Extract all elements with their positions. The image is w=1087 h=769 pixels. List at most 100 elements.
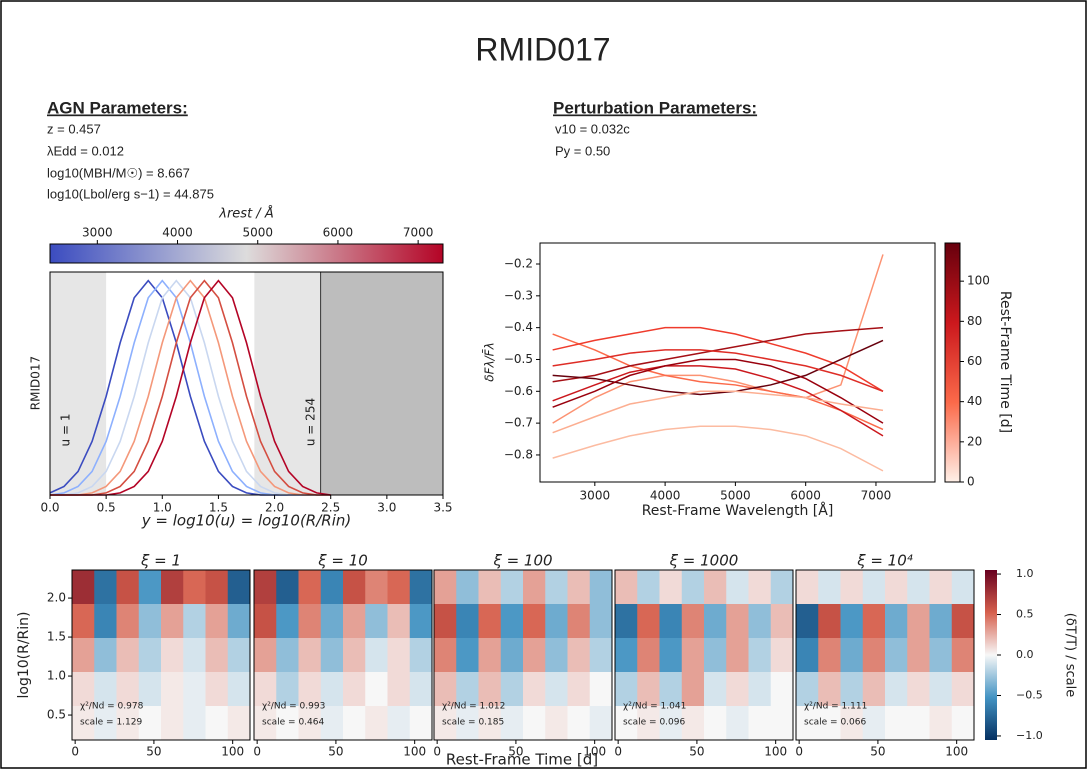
heatmap-cell [615, 672, 638, 707]
panel-frame [795, 569, 975, 741]
x-tick-label: 100 [764, 745, 787, 759]
colorbar-tick-label: 6000 [323, 226, 354, 240]
heatmap-cell [500, 672, 524, 707]
heatmap-cell [545, 638, 568, 673]
heatmap-cell [726, 638, 749, 673]
heatmap-cell [545, 570, 568, 605]
heatmap-cell [183, 570, 206, 605]
heatmap-cell [929, 604, 953, 639]
heatmap-cell [748, 604, 772, 639]
heatmap-cell [343, 672, 366, 707]
heatmap-cell [94, 672, 117, 707]
heatmap-cell [343, 638, 366, 673]
heatmap-cell [681, 570, 705, 605]
heatmap-cell [183, 706, 206, 741]
heatmap-cell [387, 706, 411, 741]
colorbar-tick-label: 0.5 [1016, 608, 1034, 621]
shaded-region [320, 272, 443, 495]
heatmap-cell [862, 672, 886, 707]
agn-line: λEdd = 0.012 [47, 143, 124, 158]
heatmap-cell [138, 570, 162, 605]
line [552, 339, 884, 396]
colorbar-tick-label: 20 [967, 434, 982, 448]
y-tick-label: −0.2 [504, 257, 533, 271]
heatmap-cell [320, 672, 344, 707]
heatmap-cell [478, 570, 502, 605]
heatmap-cell [589, 706, 613, 741]
colorbar-tick-label: 100 [967, 274, 990, 288]
heatmap-cell [659, 604, 683, 639]
heatmap-cell [951, 570, 975, 605]
colorbar-tick-label: −0.5 [1016, 688, 1043, 701]
heatmap-cell [818, 638, 841, 673]
x-tick-label: 6000 [790, 489, 821, 503]
heatmap-cell [409, 604, 433, 639]
heatmap-cell [276, 570, 299, 605]
heatmap-cell [161, 672, 184, 707]
y-axis-label: δFλ/F̄λ [482, 342, 496, 381]
heatmap-cell [523, 672, 546, 707]
heatmap-cell [500, 706, 524, 741]
heatmap-cell [818, 604, 841, 639]
heatmap-cell [681, 604, 705, 639]
heatmap-cell [589, 570, 613, 605]
x-tick-label: 1.5 [209, 501, 228, 515]
heatmap-cell [726, 672, 749, 707]
heatmap-cell [840, 672, 864, 707]
heatmap-cell [434, 570, 457, 605]
heatmap-cell [161, 570, 184, 605]
heatmap-cell [637, 570, 660, 605]
colorbar [49, 243, 444, 264]
y-tick-label: 2.0 [47, 591, 66, 605]
heatmap-cell [589, 604, 613, 639]
heatmap-cell [615, 638, 638, 673]
heatmap-cell [567, 638, 591, 673]
heatmap-cell [681, 638, 705, 673]
heatmap-cell [951, 706, 975, 741]
panel-annotation: χ²/Nd = 1.012 [442, 702, 505, 712]
colorbar-tick-label: −1.0 [1016, 729, 1043, 742]
colorbar [985, 570, 997, 740]
x-tick-label: 50 [870, 745, 885, 759]
heatmap-cell [929, 672, 953, 707]
heatmap-cell [523, 604, 546, 639]
annotation: u = 1 [59, 414, 73, 447]
heatmap-cell [456, 570, 479, 605]
heatmap-cell [116, 638, 140, 673]
colorbar-tick-label: 1.0 [1016, 567, 1034, 580]
heatmap-cell [387, 570, 411, 605]
panel-frame [253, 569, 433, 741]
heatmap-cell [298, 672, 322, 707]
panel-annotation: scale = 0.066 [804, 718, 866, 728]
heatmap-cell [840, 570, 864, 605]
heatmap-cell [748, 638, 772, 673]
heatmap-cell [818, 672, 841, 707]
heatmap-cell [138, 672, 162, 707]
perturbation-line: v10 = 0.032c [555, 121, 630, 136]
panel-frame [614, 569, 794, 741]
heatmap-cell [951, 638, 975, 673]
heatmap-cell [365, 672, 388, 707]
heatmap-cell [116, 672, 140, 707]
heatmap-cell [637, 706, 660, 741]
heatmap-cell [796, 706, 819, 741]
x-tick-label: 3.5 [433, 501, 452, 515]
heatmap-cell [254, 604, 277, 639]
heatmap-cell [434, 604, 457, 639]
heatmap-cell [205, 638, 229, 673]
heatmap-cell [276, 638, 299, 673]
plot-frame [539, 242, 936, 483]
panel-annotation: χ²/Nd = 0.993 [262, 702, 325, 712]
heatmap-cell [298, 638, 322, 673]
line [552, 390, 884, 434]
colorbar-label: λrest / Å [218, 206, 273, 222]
heatmap-cell [615, 570, 638, 605]
heatmap-cell [161, 638, 184, 673]
heatmap-cell [72, 570, 95, 605]
x-tick-label: 100 [945, 745, 968, 759]
heatmap-cell [748, 706, 772, 741]
heatmap-cell [500, 570, 524, 605]
panel-annotation: scale = 0.096 [623, 718, 685, 728]
heatmap-cell [567, 604, 591, 639]
